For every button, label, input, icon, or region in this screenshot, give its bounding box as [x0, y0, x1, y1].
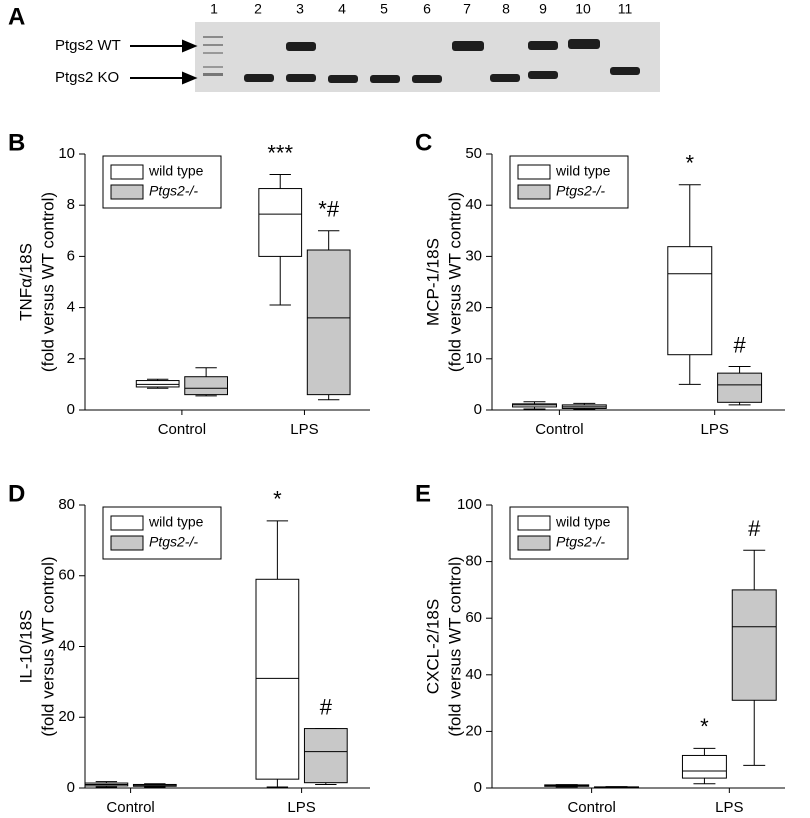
box — [512, 403, 557, 408]
y-tick-label: 0 — [474, 401, 482, 418]
significance-mark: # — [733, 332, 746, 357]
lane-number: 3 — [296, 1, 304, 17]
y-tick-label: 40 — [58, 637, 75, 654]
significance-mark: # — [748, 516, 761, 541]
legend-label: wild type — [555, 514, 611, 530]
y-axis-label: (fold versus WT control) — [445, 192, 464, 372]
legend-swatch — [517, 535, 551, 551]
panel-label: C — [415, 129, 432, 156]
box — [258, 188, 303, 257]
legend-label: wild type — [555, 163, 611, 179]
legend-swatch — [110, 164, 144, 180]
legend-label: Ptgs2-/- — [556, 183, 605, 199]
y-axis-label: MCP-1/18S — [423, 238, 442, 326]
y-tick-label: 6 — [67, 247, 75, 264]
y-tick-label: 8 — [67, 196, 75, 213]
legend-label: wild type — [148, 163, 204, 179]
significance-mark: * — [685, 151, 694, 176]
x-tick-label: LPS — [287, 799, 315, 816]
x-tick-label: LPS — [715, 799, 743, 816]
significance-mark: * — [700, 714, 709, 739]
significance-mark: * — [273, 487, 282, 512]
y-tick-label: 60 — [465, 609, 482, 626]
legend-swatch — [110, 515, 144, 531]
legend-swatch — [517, 184, 551, 200]
y-axis-label: CXCL-2/18S — [423, 599, 442, 694]
x-tick-label: Control — [567, 799, 615, 816]
box — [681, 754, 727, 779]
band-label: Ptgs2 KO — [55, 69, 119, 86]
lane-number: 1 — [210, 1, 218, 17]
panel-label: E — [415, 480, 431, 507]
box — [306, 249, 351, 396]
x-tick-label: Control — [106, 799, 154, 816]
box — [184, 376, 228, 396]
box — [667, 246, 713, 356]
significance-mark: *# — [318, 197, 340, 222]
y-tick-label: 4 — [67, 299, 75, 316]
lane-number: 4 — [338, 1, 346, 17]
lane-number: 8 — [502, 1, 510, 17]
y-axis-label: TNFα/18S — [16, 243, 35, 321]
y-tick-label: 10 — [465, 350, 482, 367]
legend-swatch — [517, 515, 551, 531]
x-tick-label: Control — [535, 421, 583, 438]
y-axis-label: IL-10/18S — [16, 610, 35, 684]
y-tick-label: 60 — [58, 567, 75, 584]
x-tick-label: LPS — [290, 421, 318, 438]
lane-number: 5 — [380, 1, 388, 17]
y-tick-label: 0 — [67, 779, 75, 796]
y-tick-label: 40 — [465, 666, 482, 683]
lane-number: 9 — [539, 1, 547, 17]
y-tick-label: 30 — [465, 247, 482, 264]
y-tick-label: 0 — [67, 401, 75, 418]
lane-number: 6 — [423, 1, 431, 17]
box — [717, 372, 763, 403]
y-tick-label: 10 — [58, 145, 75, 162]
y-tick-label: 20 — [465, 299, 482, 316]
y-tick-label: 50 — [465, 145, 482, 162]
y-axis-label: (fold versus WT control) — [38, 556, 57, 736]
x-tick-label: LPS — [701, 421, 729, 438]
lane-number: 2 — [254, 1, 262, 17]
legend-label: Ptgs2-/- — [149, 183, 198, 199]
box — [303, 728, 348, 784]
significance-mark: *** — [267, 140, 293, 165]
y-tick-label: 80 — [58, 496, 75, 513]
panel-label: A — [8, 3, 25, 30]
box — [135, 380, 180, 388]
panel-label: B — [8, 129, 25, 156]
panel-label: D — [8, 480, 25, 507]
box — [255, 578, 300, 780]
lane-number: 10 — [575, 1, 591, 17]
y-tick-label: 20 — [465, 722, 482, 739]
y-tick-label: 80 — [465, 553, 482, 570]
lane-number: 11 — [618, 1, 633, 17]
legend-label: wild type — [148, 514, 204, 530]
y-tick-label: 40 — [465, 196, 482, 213]
y-tick-label: 2 — [67, 350, 75, 367]
arrows — [130, 39, 198, 85]
band-label: Ptgs2 WT — [55, 37, 121, 54]
legend-label: Ptgs2-/- — [149, 534, 198, 550]
y-tick-label: 20 — [58, 708, 75, 725]
legend-swatch — [517, 164, 551, 180]
y-axis-label: (fold versus WT control) — [38, 192, 57, 372]
box — [731, 589, 777, 701]
legend-swatch — [110, 184, 144, 200]
legend-label: Ptgs2-/- — [556, 534, 605, 550]
significance-mark: # — [320, 694, 333, 719]
y-tick-label: 0 — [474, 779, 482, 796]
y-tick-label: 100 — [457, 496, 482, 513]
legend-swatch — [110, 535, 144, 551]
y-axis-label: (fold versus WT control) — [445, 556, 464, 736]
x-tick-label: Control — [158, 421, 206, 438]
gel-bands — [203, 36, 640, 83]
lane-number: 7 — [463, 1, 471, 17]
